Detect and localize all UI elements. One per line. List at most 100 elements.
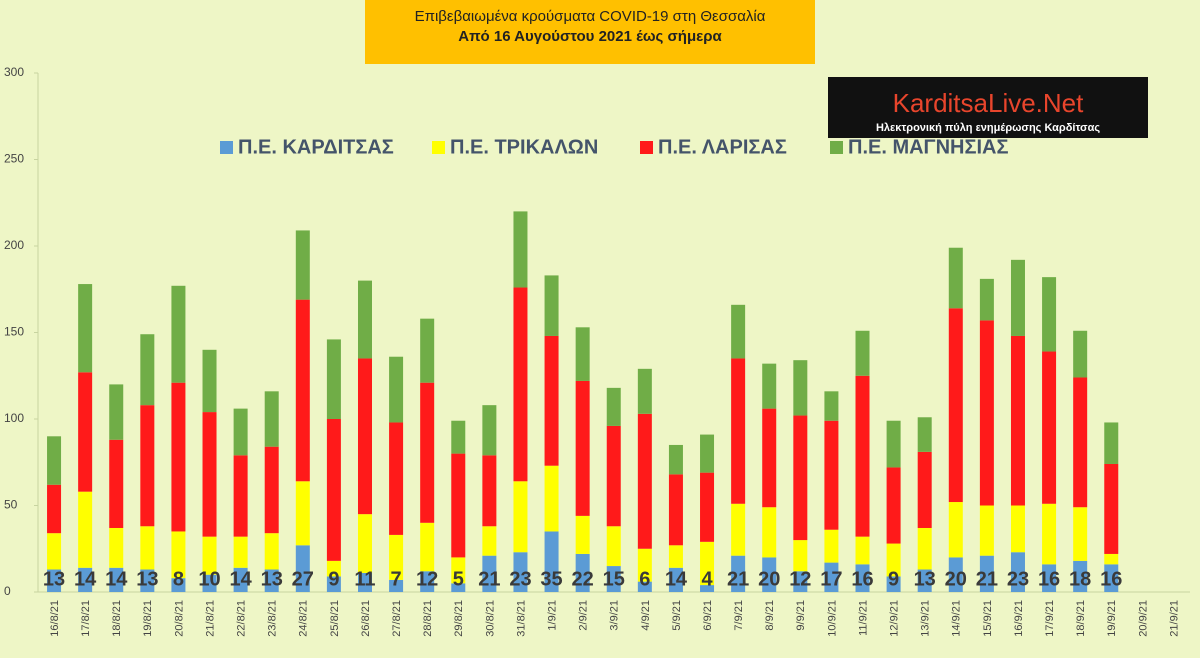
bar-segment bbox=[1042, 351, 1057, 504]
legend-swatch bbox=[640, 141, 653, 154]
x-tick-label: 18/8/21 bbox=[111, 600, 123, 637]
x-tick-label: 30/8/21 bbox=[484, 600, 496, 637]
logo-box bbox=[828, 77, 1148, 138]
bar-segment bbox=[1073, 330, 1088, 378]
y-tick-label: 250 bbox=[4, 152, 24, 166]
bar-segment bbox=[917, 527, 932, 570]
bar-segment bbox=[420, 522, 435, 572]
bar-segment bbox=[1104, 463, 1119, 554]
bar-segment bbox=[700, 541, 715, 586]
data-label: 4 bbox=[701, 568, 713, 590]
bar-segment bbox=[793, 415, 808, 541]
bar-segment bbox=[544, 335, 559, 466]
data-label: 11 bbox=[354, 568, 375, 590]
bar-segment bbox=[47, 436, 62, 485]
bar-segment bbox=[886, 576, 901, 592]
bar-segment bbox=[513, 287, 528, 482]
data-label: 21 bbox=[478, 568, 500, 590]
legend-swatch bbox=[830, 141, 843, 154]
x-tick-label: 2/9/21 bbox=[578, 600, 590, 631]
bar-segment bbox=[637, 368, 652, 414]
bar-segment bbox=[762, 363, 777, 409]
data-label: 18 bbox=[1069, 568, 1091, 590]
y-tick-label: 300 bbox=[4, 65, 24, 79]
data-label: 8 bbox=[173, 568, 184, 590]
bar-segment bbox=[1010, 505, 1025, 553]
data-label: 16 bbox=[1100, 568, 1122, 590]
bar-segment bbox=[948, 247, 963, 309]
legend-label: Π.Ε. ΚΑΡΔΙΤΣΑΣ bbox=[238, 136, 394, 158]
data-label: 14 bbox=[665, 568, 688, 590]
x-tick-label: 17/9/21 bbox=[1044, 600, 1056, 637]
bar-segment bbox=[917, 451, 932, 528]
bar-segment bbox=[1104, 553, 1119, 565]
bar-segment bbox=[606, 387, 621, 426]
y-tick-label: 0 bbox=[4, 584, 11, 598]
bar-segment bbox=[357, 358, 372, 515]
legend-swatch bbox=[432, 141, 445, 154]
bar-segment bbox=[544, 465, 559, 532]
bar-segment bbox=[171, 382, 186, 532]
bar-segment bbox=[233, 536, 248, 568]
bar-segment bbox=[264, 569, 279, 592]
bar-segment bbox=[668, 444, 683, 475]
bar-segment bbox=[171, 285, 186, 383]
bar-segment bbox=[389, 534, 404, 580]
bar-segment bbox=[731, 555, 746, 592]
bar-segment bbox=[886, 543, 901, 577]
bar-segment bbox=[855, 564, 870, 592]
data-label: 16 bbox=[1038, 568, 1060, 590]
x-tick-label: 13/9/21 bbox=[920, 600, 932, 637]
bar-segment bbox=[47, 569, 62, 592]
bar-segment bbox=[948, 502, 963, 558]
data-label: 13 bbox=[261, 568, 283, 590]
bar-segment bbox=[513, 552, 528, 592]
bar-segment bbox=[793, 571, 808, 592]
bar-segment bbox=[793, 360, 808, 416]
bar-segment bbox=[140, 334, 155, 406]
data-label: 7 bbox=[391, 568, 402, 590]
bar-segment bbox=[295, 299, 310, 482]
bar-segment bbox=[513, 211, 528, 288]
bar-segment bbox=[1104, 422, 1119, 464]
bar-segment bbox=[357, 514, 372, 573]
bar-segment bbox=[482, 405, 497, 456]
bar-segment bbox=[47, 484, 62, 534]
bar-segment bbox=[140, 569, 155, 592]
x-tick-label: 22/8/21 bbox=[236, 600, 248, 637]
x-tick-label: 25/8/21 bbox=[329, 600, 341, 637]
bar-segment bbox=[1010, 335, 1025, 506]
bar-segment bbox=[1073, 507, 1088, 561]
x-tick-label: 17/8/21 bbox=[80, 600, 92, 637]
data-label: 27 bbox=[292, 568, 314, 590]
bar-segment bbox=[264, 533, 279, 570]
data-label: 9 bbox=[888, 568, 899, 590]
x-tick-label: 27/8/21 bbox=[391, 600, 403, 637]
legend-swatch bbox=[220, 141, 233, 154]
legend-label: Π.Ε. ΛΑΡΙΣΑΣ bbox=[658, 136, 787, 158]
data-label: 14 bbox=[74, 568, 97, 590]
bar-segment bbox=[1073, 377, 1088, 508]
bar-segment bbox=[1042, 564, 1057, 592]
bar-segment bbox=[575, 327, 590, 381]
x-tick-label: 14/9/21 bbox=[951, 600, 963, 637]
bar-segment bbox=[824, 562, 839, 592]
bar-segment bbox=[451, 420, 466, 454]
bar-segment bbox=[1010, 552, 1025, 592]
bar-segment bbox=[793, 540, 808, 572]
x-tick-label: 31/8/21 bbox=[515, 600, 527, 637]
x-tick-label: 9/9/21 bbox=[795, 600, 807, 631]
bar-segment bbox=[606, 566, 621, 592]
x-tick-label: 8/9/21 bbox=[764, 600, 776, 631]
bar-segment bbox=[295, 230, 310, 300]
x-tick-label: 26/8/21 bbox=[360, 600, 372, 637]
bar-segment bbox=[140, 405, 155, 527]
bar-segment bbox=[886, 420, 901, 468]
bar-segment bbox=[295, 481, 310, 546]
bar-segment bbox=[979, 555, 994, 592]
bar-segment bbox=[762, 507, 777, 558]
bar-segment bbox=[824, 529, 839, 563]
data-label: 14 bbox=[105, 568, 128, 590]
bar-segment bbox=[1010, 259, 1025, 336]
